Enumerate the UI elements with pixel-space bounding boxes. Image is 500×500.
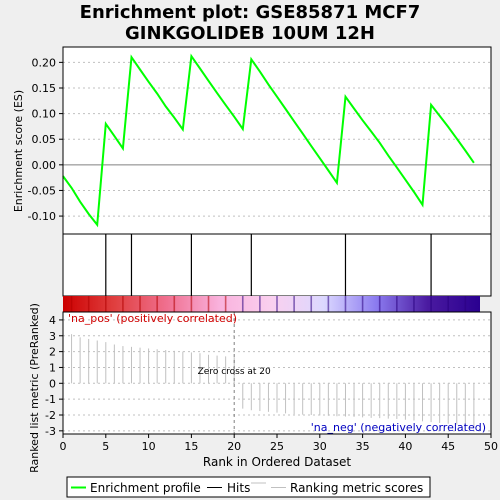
legend-label-ranking-metric: Ranking metric scores bbox=[290, 481, 423, 495]
colorbar-mark bbox=[276, 296, 278, 312]
colorbar-mark bbox=[345, 296, 347, 312]
colorbar-mark bbox=[447, 296, 449, 312]
colorbar-mark bbox=[122, 296, 124, 312]
es-y-ticks: -0.10 -0.05 0.00 0.05 0.10 0.15 0.20 bbox=[28, 56, 63, 223]
colorbar-mark bbox=[139, 296, 141, 312]
metric-panel-background bbox=[63, 312, 491, 434]
metric-y-ticks: -3 -2 -1 0 1 2 3 4 bbox=[45, 314, 63, 438]
metric-y-tick-label: -3 bbox=[45, 425, 56, 438]
x-axis-ticks: 0 5 10 15 20 25 30 35 40 45 50 bbox=[60, 434, 499, 453]
es-y-tick-label: 0.20 bbox=[32, 56, 57, 69]
es-y-tick-label: 0.05 bbox=[32, 133, 57, 146]
colorbar-mark bbox=[379, 296, 381, 312]
colorbar-mark bbox=[362, 296, 364, 312]
colorbar-mark bbox=[465, 296, 467, 312]
colorbar-mark bbox=[413, 296, 415, 312]
metric-y-tick-label: 0 bbox=[49, 377, 56, 390]
x-tick-label: 25 bbox=[270, 440, 284, 453]
es-y-tick-label: -0.05 bbox=[28, 184, 56, 197]
x-axis-label: Rank in Ordered Dataset bbox=[203, 455, 351, 469]
colorbar-mark bbox=[191, 296, 193, 312]
colorbar-gradient bbox=[63, 296, 480, 312]
metric-panel: Zero cross at 20 'na_pos' (positively co… bbox=[28, 303, 491, 473]
es-panel-background bbox=[63, 47, 491, 234]
colorbar-mark bbox=[328, 296, 330, 312]
rank-colorbar bbox=[63, 296, 480, 312]
legend: Enrichment profile Hits Ranking metric s… bbox=[67, 477, 430, 497]
x-tick-label: 5 bbox=[102, 440, 109, 453]
colorbar-mark bbox=[173, 296, 175, 312]
positive-correlation-label: 'na_pos' (positively correlated) bbox=[68, 312, 237, 325]
hits-panel-background bbox=[63, 234, 491, 296]
colorbar-mark bbox=[293, 296, 295, 312]
colorbar-mark bbox=[259, 296, 261, 312]
legend-label-enrichment-profile: Enrichment profile bbox=[90, 481, 201, 495]
x-tick-label: 0 bbox=[60, 440, 67, 453]
metric-y-axis-label: Ranked list metric (PreRanked) bbox=[28, 303, 41, 473]
x-tick-label: 30 bbox=[313, 440, 327, 453]
x-tick-label: 15 bbox=[184, 440, 198, 453]
colorbar-mark bbox=[430, 296, 432, 312]
es-y-axis-label: Enrichment score (ES) bbox=[12, 90, 25, 212]
es-panel: -0.10 -0.05 0.00 0.05 0.10 0.15 0.20 Enrichmen… bbox=[12, 47, 491, 234]
colorbar-mark bbox=[242, 296, 244, 312]
metric-y-tick-label: 3 bbox=[49, 330, 56, 343]
legend-label-hits: Hits bbox=[227, 481, 250, 495]
colorbar-mark bbox=[225, 296, 227, 312]
metric-y-tick-label: 2 bbox=[49, 346, 56, 359]
hits-panel bbox=[63, 234, 491, 296]
colorbar-mark bbox=[105, 296, 107, 312]
es-y-tick-label: 0.00 bbox=[32, 159, 57, 172]
metric-y-tick-label: 1 bbox=[49, 361, 56, 374]
es-y-tick-label: 0.15 bbox=[32, 82, 57, 95]
colorbar-mark bbox=[396, 296, 398, 312]
negative-correlation-label: 'na_neg' (negatively correlated) bbox=[311, 421, 486, 434]
metric-y-tick-label: -1 bbox=[45, 393, 56, 406]
x-tick-label: 40 bbox=[398, 440, 412, 453]
x-tick-label: 35 bbox=[356, 440, 370, 453]
es-y-tick-label: -0.10 bbox=[28, 210, 56, 223]
x-tick-label: 50 bbox=[484, 440, 498, 453]
colorbar-mark bbox=[71, 296, 73, 312]
x-tick-label: 20 bbox=[227, 440, 241, 453]
colorbar-mark bbox=[156, 296, 158, 312]
colorbar-mark bbox=[88, 296, 90, 312]
colorbar-mark bbox=[310, 296, 312, 312]
metric-y-tick-label: 4 bbox=[49, 314, 56, 327]
es-y-tick-label: 0.10 bbox=[32, 108, 57, 121]
x-tick-label: 45 bbox=[441, 440, 455, 453]
x-tick-label: 10 bbox=[142, 440, 156, 453]
zero-cross-label: Zero cross at 20 bbox=[198, 367, 271, 377]
colorbar-mark bbox=[208, 296, 210, 312]
metric-y-tick-label: -2 bbox=[45, 409, 56, 422]
